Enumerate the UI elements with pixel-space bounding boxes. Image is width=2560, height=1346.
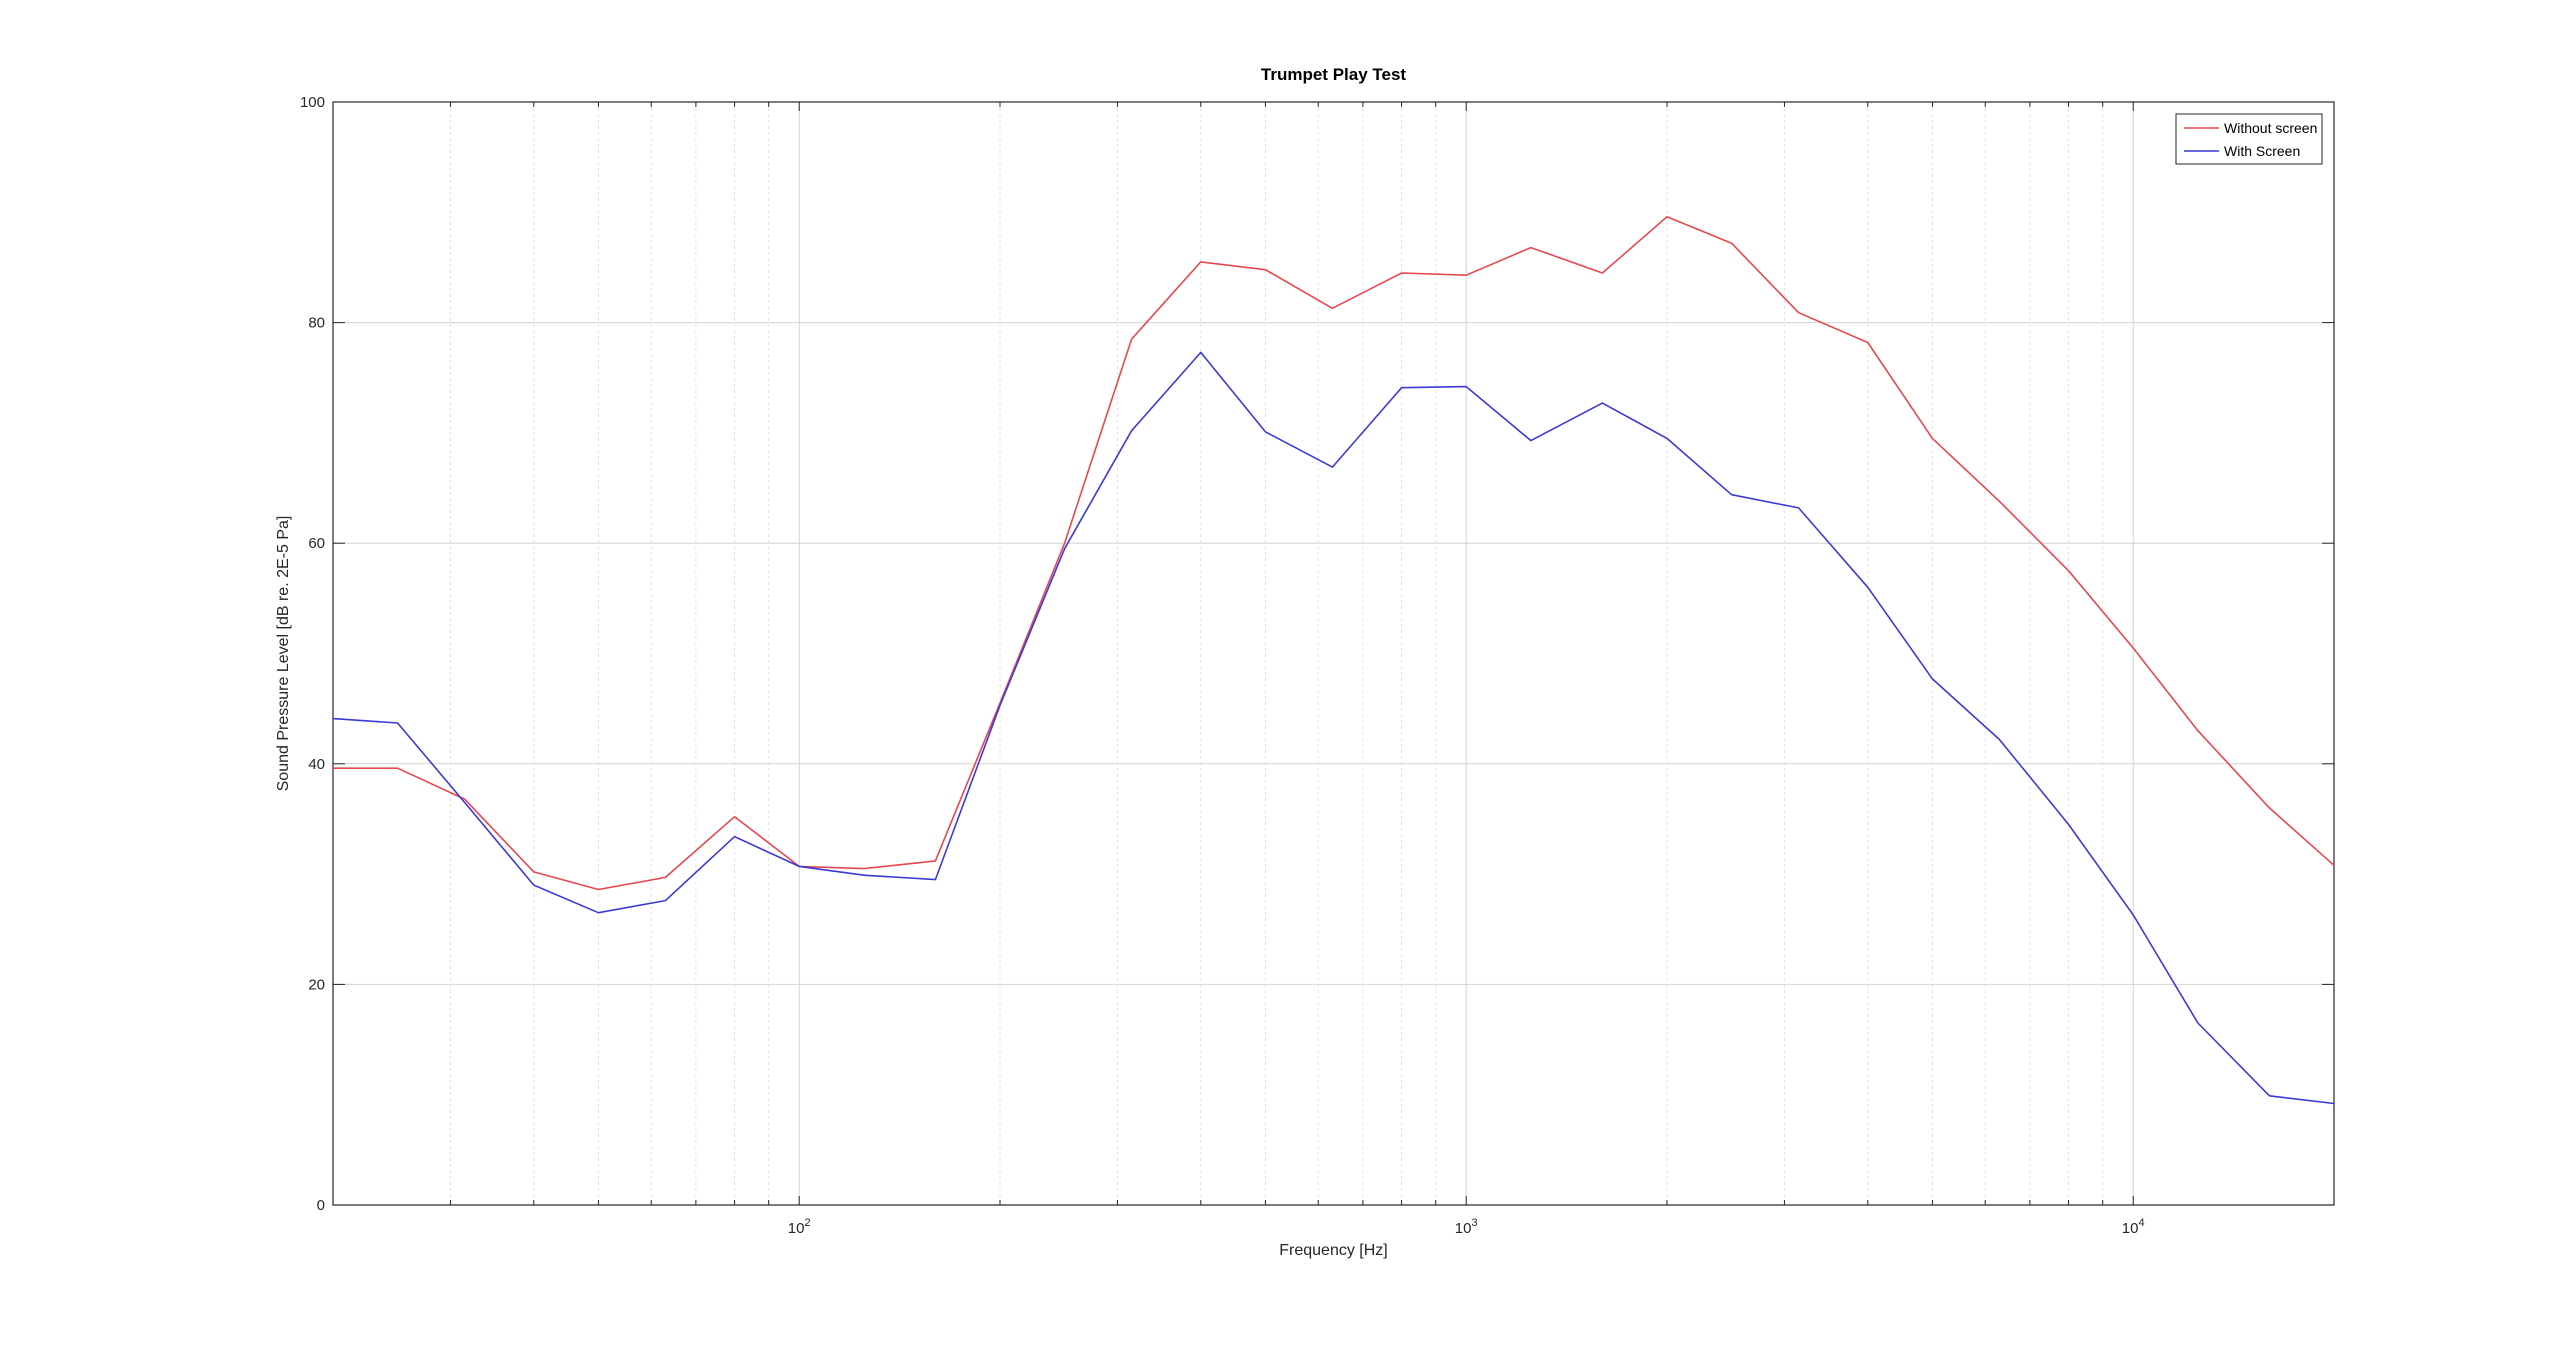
series-line-with-screen: [332, 351, 2335, 1105]
y-axis-title: Sound Pressure Level [dB re. 2E-5 Pa]: [275, 516, 292, 792]
x-tick-label: 102: [788, 1217, 811, 1237]
y-tick-label: 100: [300, 94, 325, 111]
y-tick-label: 40: [308, 756, 325, 773]
chart-title: Trumpet Play Test: [1261, 65, 1407, 84]
x-tick-label: 103: [1455, 1217, 1478, 1237]
legend-label-with-screen: With Screen: [2224, 143, 2300, 159]
y-tick-label: 60: [308, 535, 325, 552]
x-tick-label: 104: [2122, 1217, 2145, 1237]
plot-area-frame: [332, 101, 2335, 1206]
series-line-without-screen: [333, 215, 2335, 891]
legend-label-without-screen: Without screen: [2224, 120, 2317, 136]
grid: [332, 102, 2335, 1205]
legend: Without screen With Screen: [2175, 113, 2323, 165]
x-axis-title: Frequency [Hz]: [1279, 1242, 1387, 1259]
y-tick-label: 20: [308, 976, 325, 993]
legend-box: [2175, 113, 2323, 165]
series-layer: [332, 215, 2335, 1105]
y-tick-label: 80: [308, 315, 325, 332]
y-tick-label: 0: [317, 1197, 325, 1214]
tick-layer: 0 20 40 60 80 100 102 103 104: [300, 94, 2335, 1237]
